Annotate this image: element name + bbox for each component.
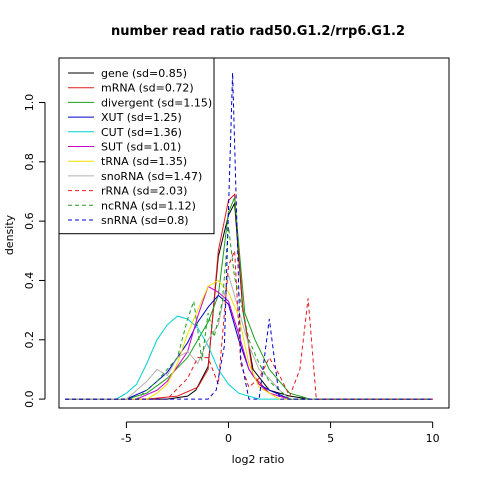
legend-label: snoRNA (sd=1.47)	[101, 170, 202, 183]
series-line-2	[65, 197, 433, 400]
series-line-9	[65, 227, 433, 400]
y-tick-label: 0.2	[23, 331, 36, 349]
y-tick-label: 0.8	[23, 153, 36, 171]
legend-label: SUT (sd=1.01)	[101, 141, 181, 154]
series-line-4	[65, 315, 433, 400]
y-axis: 0.0 0.2 0.4 0.6 0.8 1.0	[23, 94, 46, 408]
series-line-6	[65, 279, 433, 400]
legend-label: snRNA (sd=0.8)	[101, 214, 189, 227]
series-layer	[65, 72, 433, 400]
legend-label: rRNA (sd=2.03)	[101, 185, 187, 198]
series-line-7	[65, 274, 433, 400]
chart-title: number read ratio rad50.G1.2/rrp6.G1.2	[111, 24, 405, 39]
x-tick-label: 5	[327, 432, 334, 445]
legend-label: divergent (sd=1.15)	[101, 96, 212, 109]
legend: gene (sd=0.85) mRNA (sd=0.72)divergent (s…	[58, 57, 215, 235]
y-tick-label: 0.6	[23, 212, 36, 230]
legend-label: CUT (sd=1.36)	[101, 126, 182, 139]
legend-label: tRNA (sd=1.35)	[101, 155, 187, 168]
y-tick-label: 0.0	[23, 390, 36, 408]
y-tick-label: 0.4	[23, 272, 36, 290]
x-tick-label: 10	[426, 432, 440, 445]
y-tick-label: 1.0	[23, 94, 36, 112]
legend-label: ncRNA (sd=1.12)	[101, 199, 196, 212]
x-tick-label: -5	[121, 432, 132, 445]
x-axis-label: log2 ratio	[232, 453, 285, 466]
legend-label: mRNA (sd=0.72)	[101, 82, 194, 95]
series-line-8	[65, 250, 433, 400]
y-axis-label: density	[3, 214, 16, 255]
series-line-5	[65, 285, 433, 400]
x-axis: -5 0 5 10	[121, 421, 440, 445]
series-line-10	[65, 72, 433, 400]
x-tick-label: 0	[225, 432, 232, 445]
legend-label: gene (sd=0.85)	[101, 67, 187, 80]
legend-label: XUT (sd=1.25)	[101, 111, 182, 124]
